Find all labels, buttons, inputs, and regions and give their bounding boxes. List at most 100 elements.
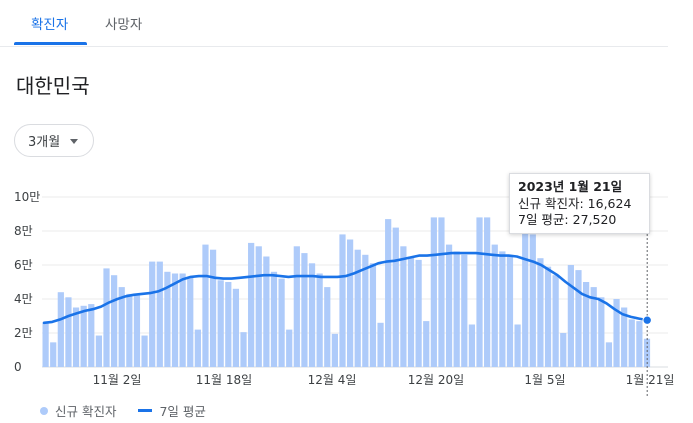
- case-bar: [407, 256, 415, 367]
- case-bar: [582, 282, 590, 367]
- chevron-down-icon: [70, 139, 78, 144]
- tooltip-cases: 신규 확진자: 16,624: [518, 195, 632, 211]
- case-bar: [506, 256, 514, 367]
- case-bar: [613, 299, 620, 367]
- x-tick-label: 1월 5일: [524, 373, 565, 387]
- case-bar: [529, 234, 536, 367]
- tab-cases[interactable]: 확진자: [31, 17, 69, 33]
- case-bar: [354, 249, 361, 367]
- legend-cases-label: 신규 확진자: [55, 404, 117, 419]
- case-bar: [385, 219, 392, 367]
- case-bar: [308, 263, 316, 367]
- case-bar: [560, 333, 567, 367]
- case-bar: [278, 278, 285, 367]
- case-bar: [522, 231, 529, 367]
- tooltip-average: 7일 평균: 27,520: [518, 212, 617, 227]
- case-bar: [430, 217, 437, 367]
- case-bar: [514, 324, 521, 367]
- case-bar: [468, 324, 476, 367]
- case-bar: [95, 335, 102, 367]
- case-bar: [331, 333, 338, 367]
- case-bar: [575, 270, 582, 367]
- case-bar: [270, 271, 278, 367]
- case-bar: [164, 271, 171, 367]
- x-tick-label: 12월 4일: [308, 373, 357, 387]
- case-bar: [255, 246, 262, 367]
- x-tick-label: 1월 21일: [626, 373, 675, 387]
- case-bar: [590, 287, 597, 367]
- case-bar: [369, 263, 377, 367]
- case-bar: [88, 304, 95, 367]
- case-bar: [194, 329, 201, 367]
- y-tick-label: 8만: [14, 224, 33, 238]
- case-bar: [50, 342, 57, 367]
- case-bar: [628, 319, 635, 367]
- case-bar: [316, 273, 323, 367]
- case-bar: [232, 288, 240, 367]
- case-bar: [400, 246, 407, 367]
- tooltip-date: 2023년 1월 21일: [518, 179, 623, 194]
- legend-cases-swatch: [40, 406, 48, 415]
- case-bar: [438, 217, 445, 367]
- case-bar: [179, 273, 186, 367]
- case-bar: [499, 251, 506, 367]
- chart-legend: 신규 확진자 7일 평균: [40, 401, 206, 420]
- case-bar: [537, 258, 544, 367]
- case-bar: [217, 280, 224, 367]
- case-bar: [621, 307, 628, 367]
- case-bar: [301, 253, 308, 367]
- y-tick-label: 0: [14, 360, 22, 374]
- case-bar: [339, 234, 346, 367]
- active-tab-indicator: [14, 42, 87, 45]
- case-bar: [57, 292, 64, 367]
- case-bar: [491, 244, 498, 367]
- case-bar: [324, 287, 331, 367]
- case-bar: [65, 297, 72, 367]
- case-bar: [544, 266, 552, 367]
- chart-tooltip: 2023년 1월 21일 신규 확진자: 16,624 7일 평균: 27,52…: [509, 173, 650, 234]
- case-bar: [484, 217, 491, 367]
- x-tick-label: 12월 20일: [408, 373, 464, 387]
- case-bar: [423, 321, 430, 367]
- time-range-dropdown[interactable]: 3개월: [14, 124, 94, 157]
- case-bar: [103, 268, 110, 367]
- y-tick-label: 10만: [14, 190, 40, 204]
- case-bar: [445, 244, 453, 367]
- case-bar: [118, 287, 125, 367]
- case-bar: [476, 217, 483, 367]
- case-bar: [72, 307, 80, 367]
- case-bar: [240, 332, 247, 367]
- case-bar: [636, 321, 643, 367]
- case-bar: [293, 246, 300, 367]
- case-bar: [171, 273, 179, 367]
- x-tick-label: 11월 18일: [196, 373, 252, 387]
- case-bar: [552, 275, 559, 367]
- case-bar: [377, 322, 384, 367]
- case-bar: [392, 227, 399, 367]
- case-bar: [598, 297, 605, 367]
- case-bar: [347, 239, 354, 367]
- time-range-value: 3개월: [28, 135, 61, 150]
- case-bar: [286, 329, 293, 367]
- case-bar: [111, 275, 118, 367]
- tab-deaths[interactable]: 사망자: [105, 17, 143, 33]
- case-bar: [42, 322, 49, 367]
- legend-average-label: 7일 평균: [159, 404, 206, 419]
- tab-bar: 확진자 사망자: [0, 0, 668, 47]
- hover-point: [642, 315, 652, 325]
- case-bar: [156, 261, 163, 367]
- case-bar: [202, 244, 209, 367]
- case-bar: [415, 259, 422, 367]
- case-bar: [461, 254, 468, 367]
- case-bar: [225, 282, 232, 367]
- case-bar: [643, 338, 651, 367]
- y-tick-label: 2만: [14, 326, 33, 340]
- case-bar: [362, 254, 369, 367]
- average-line: [42, 251, 649, 325]
- case-bar: [80, 305, 87, 367]
- y-tick-label: 6만: [14, 258, 33, 272]
- case-bar: [133, 295, 141, 367]
- case-bar: [209, 249, 217, 367]
- region-title: 대한민국: [16, 74, 90, 98]
